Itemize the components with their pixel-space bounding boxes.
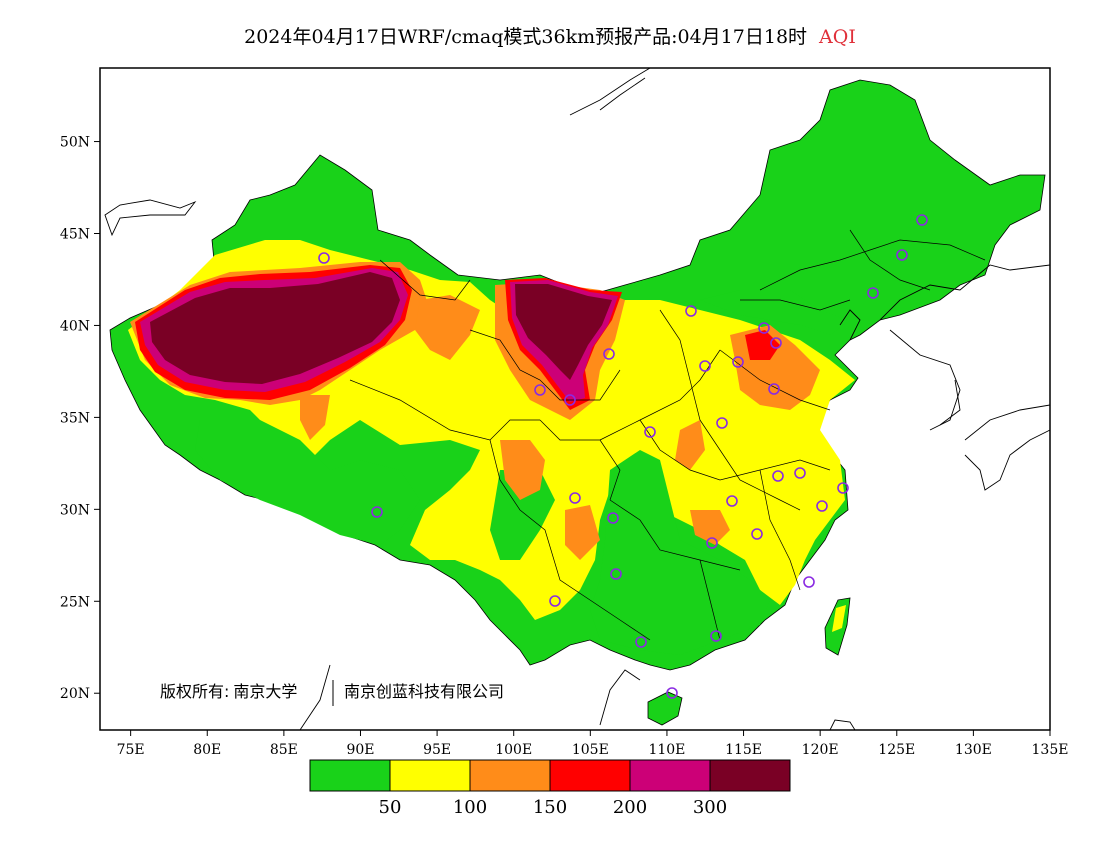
copyright-org2: 南京创蓝科技有限公司 bbox=[344, 682, 504, 701]
station-markers bbox=[318, 214, 928, 699]
lon-label: 90E bbox=[346, 742, 374, 758]
station-marker bbox=[732, 356, 744, 368]
station-marker bbox=[699, 360, 711, 372]
station-marker bbox=[751, 528, 763, 540]
station-marker bbox=[770, 337, 782, 349]
station-marker bbox=[610, 568, 622, 580]
station-marker bbox=[706, 537, 718, 549]
colorbar-segment bbox=[709, 759, 791, 792]
lat-label: 25N bbox=[60, 594, 90, 610]
colorbar-label: 200 bbox=[613, 797, 647, 818]
lat-label: 50N bbox=[60, 135, 90, 151]
map-title: 2024年04月17日WRF/cmaq模式36km预报产品:04月17日18时 A… bbox=[0, 22, 1100, 49]
station-marker bbox=[564, 394, 576, 406]
colorbar-segment bbox=[309, 759, 391, 792]
zone-orange-sichuan bbox=[500, 440, 545, 500]
lon-label: 80E bbox=[193, 742, 221, 758]
station-marker bbox=[896, 249, 908, 261]
station-marker bbox=[710, 630, 722, 642]
station-marker bbox=[837, 482, 849, 494]
colorbar-label: 150 bbox=[533, 797, 567, 818]
lon-label: 100E bbox=[495, 742, 532, 758]
station-marker bbox=[758, 322, 770, 334]
lat-label: 40N bbox=[60, 318, 90, 334]
lat-label: 30N bbox=[60, 502, 90, 518]
lat-label: 35N bbox=[60, 410, 90, 426]
station-marker bbox=[635, 636, 647, 648]
copyright-org1: 南京大学 bbox=[233, 682, 297, 701]
colorbar-label: 50 bbox=[379, 797, 402, 818]
colorbar-label: 300 bbox=[693, 797, 727, 818]
station-marker bbox=[867, 287, 879, 299]
station-marker bbox=[768, 383, 780, 395]
station-marker bbox=[371, 506, 383, 518]
lon-label: 120E bbox=[802, 742, 839, 758]
lon-label: 110E bbox=[648, 742, 685, 758]
lon-label: 125E bbox=[878, 742, 915, 758]
zone-orange-hunan bbox=[690, 510, 730, 545]
station-marker bbox=[534, 384, 546, 396]
lon-label: 115E bbox=[725, 742, 762, 758]
station-marker bbox=[716, 417, 728, 429]
lon-label: 135E bbox=[1032, 742, 1069, 758]
station-marker bbox=[549, 595, 561, 607]
zone-green-northeast bbox=[700, 290, 850, 335]
zone-green-south bbox=[590, 450, 770, 655]
zone-orange-chongqing bbox=[565, 505, 600, 560]
colorbar-segment bbox=[629, 759, 711, 792]
station-marker bbox=[803, 576, 815, 588]
station-marker bbox=[685, 305, 697, 317]
station-marker bbox=[607, 512, 619, 524]
station-marker bbox=[916, 214, 928, 226]
lon-label: 85E bbox=[270, 742, 298, 758]
title-main: 2024年04月17日WRF/cmaq模式36km预报产品:04月17日18时 bbox=[244, 26, 808, 48]
colorbar: 50 100 150 200 300 bbox=[309, 759, 791, 818]
zone-orange-qinghai bbox=[415, 295, 480, 360]
station-marker bbox=[603, 348, 615, 360]
lat-label: 20N bbox=[60, 686, 90, 702]
station-marker bbox=[816, 500, 828, 512]
hainan-island bbox=[647, 691, 683, 726]
title-field: AQI bbox=[819, 26, 856, 48]
colorbar-segment bbox=[389, 759, 471, 792]
zone-darkred-gobi bbox=[515, 284, 612, 380]
station-marker bbox=[666, 687, 678, 699]
zone-darkred-tarim bbox=[150, 272, 400, 384]
lon-label: 95E bbox=[423, 742, 451, 758]
zone-green-tibet bbox=[195, 420, 420, 545]
station-marker bbox=[569, 492, 581, 504]
station-marker bbox=[772, 470, 784, 482]
lat-label: 45N bbox=[60, 227, 90, 243]
lon-label: 105E bbox=[572, 742, 609, 758]
lon-label: 130E bbox=[955, 742, 992, 758]
station-marker bbox=[318, 252, 330, 264]
axis-ticks: 50N 45N 40N 35N 30N 25N 20N 75E 80E 85E 90E 95E 100E… bbox=[60, 135, 1069, 758]
copyright-text: 版权所有: 南京大学 bbox=[160, 682, 297, 701]
colorbar-segment bbox=[469, 759, 551, 792]
copyright-prefix: 版权所有: bbox=[160, 682, 229, 701]
station-marker bbox=[644, 426, 656, 438]
zone-orange-central bbox=[675, 420, 705, 470]
zone-red-beijing bbox=[745, 330, 780, 360]
taiwan-yellow bbox=[832, 605, 846, 632]
station-marker bbox=[794, 467, 806, 479]
colorbar-label: 100 bbox=[453, 797, 487, 818]
map-content: 版权所有: 南京大学 南京创蓝科技有限公司 bbox=[104, 68, 1050, 730]
province-boundaries bbox=[349, 229, 986, 641]
neighbour-coastlines bbox=[104, 68, 1050, 730]
colorbar-segment bbox=[549, 759, 631, 792]
station-marker bbox=[726, 495, 738, 507]
zone-orange-tibet bbox=[300, 395, 330, 440]
zone-green-sichuan bbox=[490, 470, 555, 560]
lon-label: 75E bbox=[117, 742, 145, 758]
